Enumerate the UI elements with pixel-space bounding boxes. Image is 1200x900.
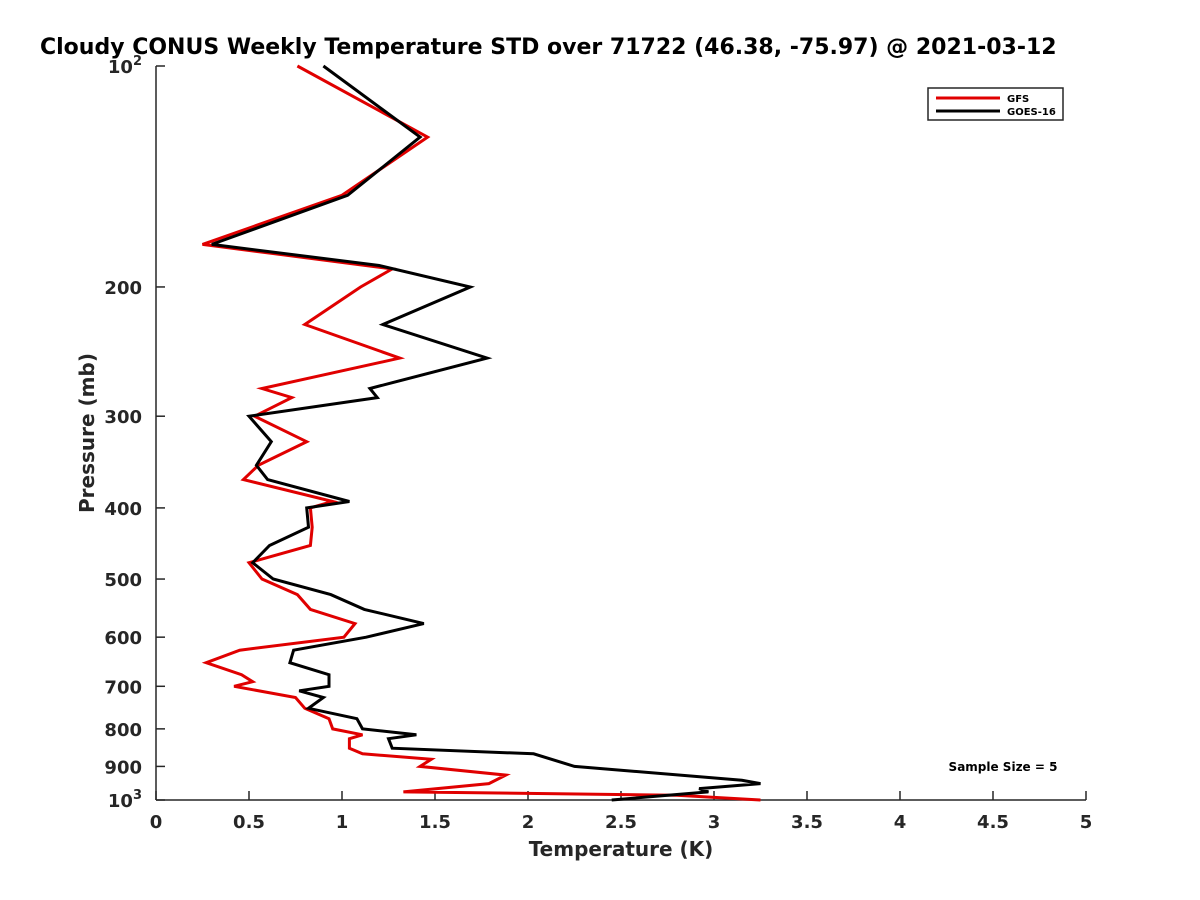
series-line-gfs	[201, 64, 761, 802]
x-tick-label: 4.5	[977, 812, 1009, 833]
chart-title: Cloudy CONUS Weekly Temperature STD over…	[40, 35, 1057, 60]
legend-box	[927, 87, 1064, 121]
y-tick-label: 400	[104, 499, 142, 520]
x-tick-label: 0.5	[233, 812, 265, 833]
y-tick-label: 200	[104, 278, 142, 299]
x-tick-label: 1	[336, 812, 349, 833]
y-tick-label: 300	[104, 407, 142, 428]
x-tick-label: 5	[1080, 812, 1093, 833]
y-tick-label: 600	[104, 628, 142, 649]
y-tick-label: 800	[104, 720, 142, 741]
sample-size-annotation: Sample Size = 5	[949, 760, 1058, 774]
x-tick-label: 2	[522, 812, 535, 833]
y-tick-exponent: 3	[133, 788, 142, 803]
y-tick-base: 10	[108, 57, 133, 78]
x-axis-label: Temperature (K)	[529, 837, 714, 861]
x-tick-label: 2.5	[605, 812, 637, 833]
x-tick-label: 1.5	[419, 812, 451, 833]
x-tick-label: 4	[894, 812, 907, 833]
y-tick-exponent: 2	[133, 54, 142, 69]
y-tick-label: 103	[108, 788, 142, 812]
y-tick-label: 500	[104, 570, 142, 591]
series-line-goes-16	[211, 64, 761, 802]
axes: 0 0.5 1 1.5 2 2.5 3 3.5 4 4.5 51022003004005006007…	[104, 54, 1092, 833]
y-tick-label: 102	[108, 54, 142, 78]
legend-entry: GFS	[1007, 94, 1029, 105]
x-tick-label: 0	[150, 812, 163, 833]
legend-entry: GOES-16	[1007, 107, 1056, 118]
series-layer	[201, 64, 761, 802]
y-tick-label: 700	[104, 677, 142, 698]
y-tick-label: 900	[104, 757, 142, 778]
x-tick-label: 3	[708, 812, 721, 833]
x-tick-label: 3.5	[791, 812, 823, 833]
legend: GFS GOES-16	[927, 87, 1064, 121]
y-tick-base: 10	[108, 791, 133, 812]
y-axis-label: Pressure (mb)	[75, 353, 99, 513]
